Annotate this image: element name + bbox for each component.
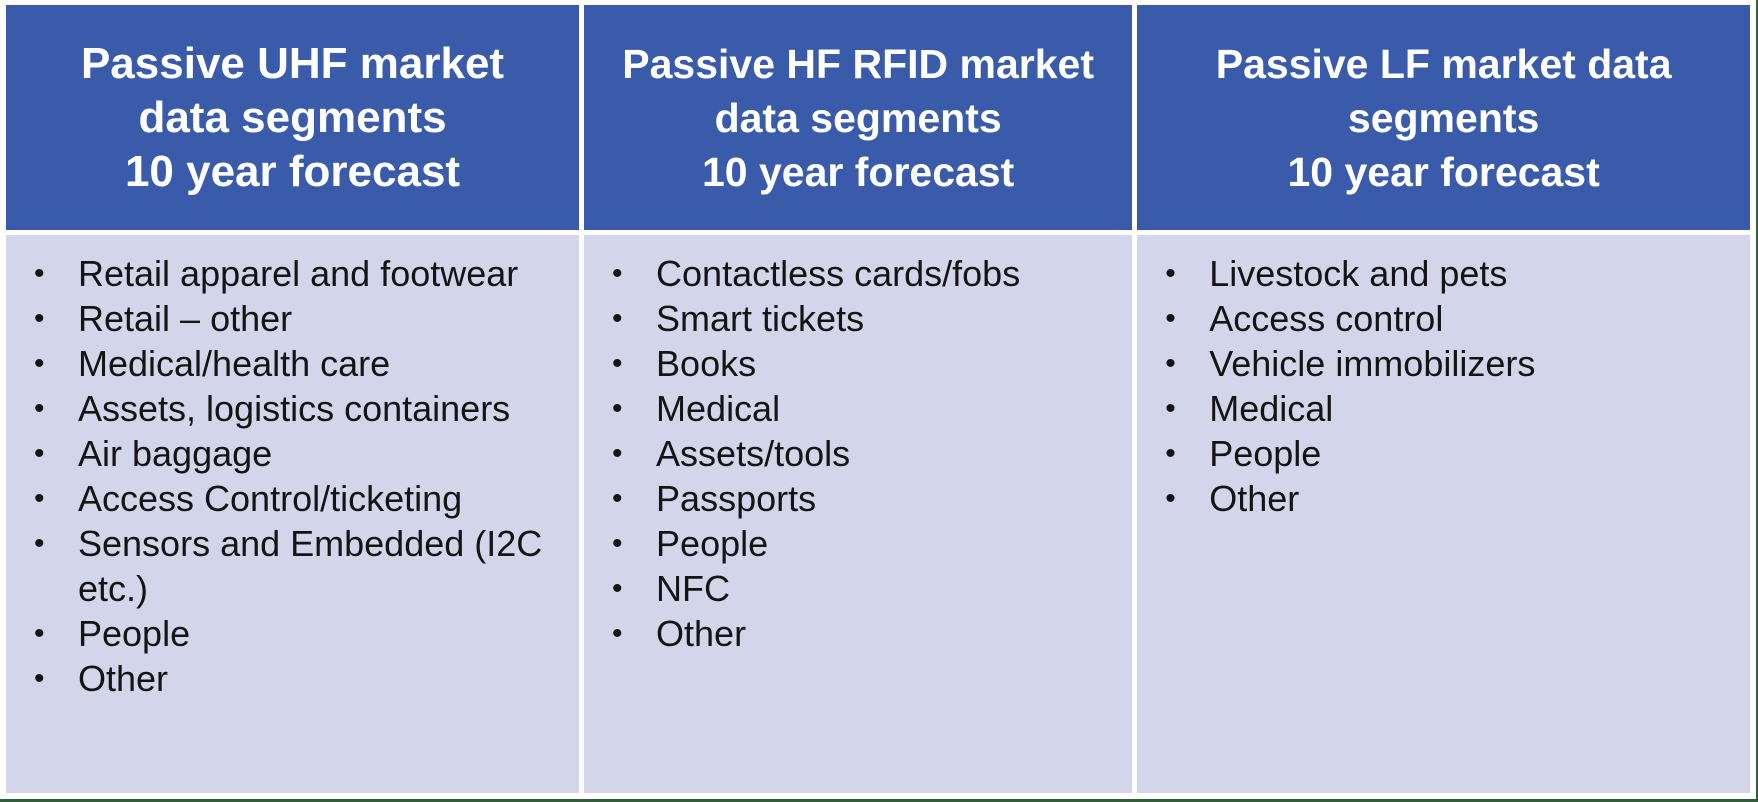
- list-item-text: NFC: [656, 568, 731, 609]
- list-item-text: People: [78, 613, 191, 654]
- hf-title-line-3: 10 year forecast: [702, 148, 1015, 195]
- list-item: • Medical/health care: [28, 341, 563, 386]
- bullet-icon: •: [1165, 257, 1176, 290]
- bullet-icon: •: [1165, 302, 1176, 335]
- uhf-title-line-2: data segments: [138, 92, 447, 142]
- list-item-text: Access Control/ticketing: [78, 478, 463, 519]
- list-item: • Sensors and Embedded (I2C etc.): [28, 521, 563, 611]
- hf-title-line-1: Passive HF RFID market: [622, 40, 1094, 87]
- list-item-text: People: [1209, 433, 1322, 474]
- bullet-icon: •: [34, 347, 45, 380]
- list-item: • Vehicle immobilizers: [1159, 341, 1734, 386]
- bullet-icon: •: [612, 392, 623, 425]
- list-item: • People: [28, 611, 563, 656]
- list-item-text: Other: [1209, 478, 1300, 519]
- hf-title-line-2: data segments: [714, 94, 1002, 141]
- hf-body-cell: • Contactless cards/fobs • Smart tickets •…: [584, 235, 1133, 793]
- list-item-text: Assets, logistics containers: [78, 388, 511, 429]
- bullet-icon: •: [612, 437, 623, 470]
- uhf-body-cell: • Retail apparel and footwear • Retail – o…: [6, 235, 580, 793]
- list-item: • Contactless cards/fobs: [606, 251, 1116, 296]
- list-item-text: Sensors and Embedded (I2C etc.): [78, 523, 543, 609]
- list-item: • Air baggage: [28, 431, 563, 476]
- bullet-icon: •: [612, 347, 623, 380]
- bullet-icon: •: [612, 302, 623, 335]
- list-item-text: Air baggage: [78, 433, 273, 474]
- bullet-icon: •: [612, 257, 623, 290]
- uhf-title-line-1: Passive UHF market: [80, 38, 505, 88]
- list-item-text: Retail apparel and footwear: [78, 253, 519, 294]
- uhf-header-cell: Passive UHF market data segments 10 year…: [6, 5, 580, 230]
- list-item-text: Contactless cards/fobs: [656, 253, 1021, 294]
- list-item: • Retail apparel and footwear: [28, 251, 563, 296]
- list-item-text: Vehicle immobilizers: [1209, 343, 1536, 384]
- list-item-text: Medical: [1209, 388, 1334, 429]
- bullet-icon: •: [34, 257, 45, 290]
- bullet-icon: •: [612, 572, 623, 605]
- list-item: • Access Control/ticketing: [28, 476, 563, 521]
- list-item: • Assets/tools: [606, 431, 1116, 476]
- list-item-text: Assets/tools: [656, 433, 851, 474]
- list-item: • Passports: [606, 476, 1116, 521]
- bullet-icon: •: [34, 302, 45, 335]
- list-item-text: Other: [78, 658, 169, 699]
- bullet-icon: •: [1165, 392, 1176, 425]
- list-item-text: Medical: [656, 388, 781, 429]
- list-item-text: People: [656, 523, 769, 564]
- lf-title-line-1: Passive LF market data: [1215, 40, 1672, 87]
- lf-segment-list: • Livestock and pets • Access control • Veh…: [1159, 251, 1734, 521]
- bullet-icon: •: [34, 662, 45, 695]
- list-item: • People: [606, 521, 1116, 566]
- lf-body-cell: • Livestock and pets • Access control • Veh…: [1137, 235, 1750, 793]
- list-item: • Other: [1159, 476, 1734, 521]
- list-item-text: Books: [656, 343, 757, 384]
- list-item: • Assets, logistics containers: [28, 386, 563, 431]
- list-item: • Other: [606, 611, 1116, 656]
- list-item-text: Livestock and pets: [1209, 253, 1508, 294]
- hf-header-cell: Passive HF RFID market data segments 10 …: [584, 5, 1133, 230]
- bullet-icon: •: [612, 617, 623, 650]
- bullet-icon: •: [612, 527, 623, 560]
- list-item-text: Other: [656, 613, 747, 654]
- list-item: • Medical: [606, 386, 1116, 431]
- list-item: • People: [1159, 431, 1734, 476]
- bullet-icon: •: [1165, 482, 1176, 515]
- list-item-text: Access control: [1209, 298, 1444, 339]
- list-item: • Books: [606, 341, 1116, 386]
- list-item: • Access control: [1159, 296, 1734, 341]
- list-item: • Other: [28, 656, 563, 701]
- hf-segment-list: • Contactless cards/fobs • Smart tickets •…: [606, 251, 1116, 656]
- lf-header-cell: Passive LF market data segments 10 year …: [1137, 5, 1750, 230]
- uhf-title-line-3: 10 year forecast: [124, 146, 461, 196]
- list-item: • Medical: [1159, 386, 1734, 431]
- list-item: • NFC: [606, 566, 1116, 611]
- list-item-text: Passports: [656, 478, 817, 519]
- bullet-icon: •: [34, 392, 45, 425]
- uhf-segment-list: • Retail apparel and footwear • Retail – o…: [28, 251, 563, 701]
- bullet-icon: •: [34, 437, 45, 470]
- bullet-icon: •: [34, 527, 45, 560]
- bullet-icon: •: [34, 617, 45, 650]
- market-segments-table: Passive UHF market data segments 10 year…: [6, 5, 1750, 793]
- bullet-icon: •: [612, 482, 623, 515]
- list-item: • Smart tickets: [606, 296, 1116, 341]
- list-item: • Livestock and pets: [1159, 251, 1734, 296]
- bullet-icon: •: [34, 482, 45, 515]
- bullet-icon: •: [1165, 437, 1176, 470]
- list-item: • Retail – other: [28, 296, 563, 341]
- lf-title-line-2: segments: [1347, 94, 1540, 141]
- list-item-text: Smart tickets: [656, 298, 865, 339]
- list-item-text: Medical/health care: [78, 343, 391, 384]
- list-item-text: Retail – other: [78, 298, 293, 339]
- bullet-icon: •: [1165, 347, 1176, 380]
- lf-title-line-3: 10 year forecast: [1287, 148, 1600, 195]
